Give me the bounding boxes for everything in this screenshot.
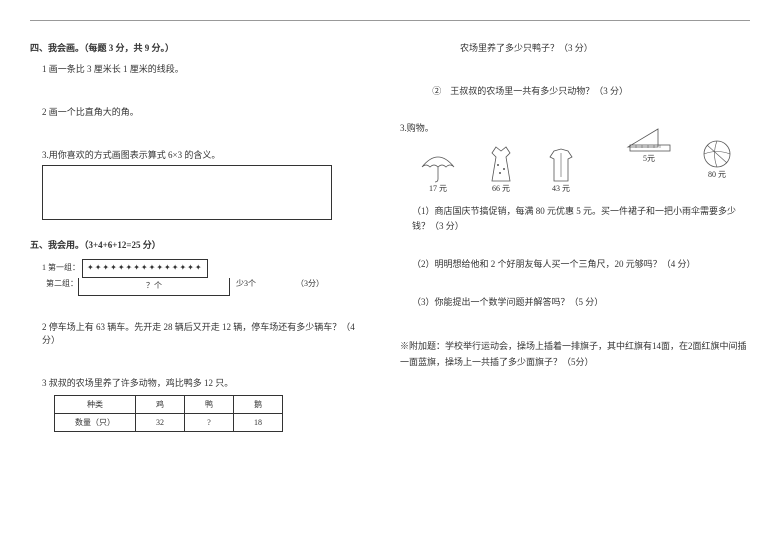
- s5-q2: 2 停车场上有 63 辆车。先开走 28 辆后又开走 12 辆，停车场还有多少辆…: [42, 320, 370, 346]
- th-goose: 鹅: [234, 395, 283, 413]
- ruler-icon: [626, 113, 672, 153]
- th-chicken: 鸡: [136, 395, 185, 413]
- item-ruler: 5元: [626, 113, 672, 166]
- td-goose: 18: [234, 413, 283, 431]
- q-total-text: ② 王叔叔的农场里一共有多少只动物？（3 分）: [432, 86, 628, 96]
- stars: ✦✦✦✦✦✦✦✦✦✦✦✦✦✦✦: [87, 263, 203, 272]
- td-label: 数量（只）: [55, 413, 136, 431]
- star-row-1: 1 第一组： ✦✦✦✦✦✦✦✦✦✦✦✦✦✦✦: [42, 259, 370, 278]
- td-chicken: 32: [136, 413, 185, 431]
- left-column: 四、我会画。（每题 3 分，共 9 分。） 1 画一条比 3 厘米长 1 厘米的…: [30, 41, 370, 446]
- s4-q2: 2 画一个比直角大的角。: [42, 105, 370, 118]
- table-header-row: 种类 鸡 鸭 鹅: [55, 395, 283, 413]
- section-5-title: 五、我会用。（3+4+6+12=25 分）: [30, 238, 370, 251]
- s4-q3-text: 3.用你喜欢的方式画图表示算式 6×3 的含义。: [42, 150, 220, 160]
- less-label: 少3个: [236, 278, 256, 291]
- th-duck: 鸭: [185, 395, 234, 413]
- top-rule: [30, 20, 750, 21]
- s5-q3-intro: 3 叔叔的农场里养了许多动物，鸡比鸭多 12 只。: [42, 378, 233, 388]
- s5-q3: 3 叔叔的农场里养了许多动物，鸡比鸭多 12 只。 种类 鸡 鸭 鹅 数量（只）…: [42, 376, 370, 432]
- drawing-box: [42, 165, 332, 220]
- basketball-icon: [702, 129, 732, 169]
- clothes-icon: [546, 143, 576, 183]
- umbrella-icon: [420, 143, 456, 183]
- th-kind: 种类: [55, 395, 136, 413]
- item-dress: 66 元: [486, 143, 516, 196]
- bonus-question: ※附加题：学校举行运动会，操场上插着一排旗子，其中红旗有14面，在2面红旗中间插…: [400, 338, 750, 370]
- section-4-title: 四、我会画。（每题 3 分，共 9 分。）: [30, 41, 370, 54]
- shop-sq3: （3）你能提出一个数学问题并解答吗？（5 分）: [412, 295, 750, 309]
- shopping-items: 17 元 66 元: [420, 143, 750, 196]
- shop-sq2: （2）明明想给他和 2 个好朋友每人买一个三角尺，20 元够吗？（4 分）: [412, 257, 750, 271]
- item-ball: 80 元: [702, 129, 732, 182]
- right-column: 农场里养了多少只鸭子？（3 分） ② 王叔叔的农场里一共有多少只动物？（3 分）…: [400, 41, 750, 446]
- row1-label: 1 第一组：: [42, 262, 80, 275]
- ball-price: 80 元: [702, 169, 732, 182]
- dress-price: 66 元: [486, 183, 516, 196]
- item-clothes: 43 元: [546, 143, 576, 196]
- shopping-title: 3.购物。: [400, 123, 434, 133]
- dress-icon: [486, 143, 516, 183]
- star-row-2-wrap: 第二组： ？个 少3个 （3分）: [30, 278, 370, 296]
- q1-points: （3分）: [296, 278, 324, 291]
- shop-sq1: （1）商店国庆节搞促销，每满 80 元优惠 5 元。买一件裙子和一把小雨伞需要多…: [412, 204, 750, 233]
- table-data-row: 数量（只） 32 ? 18: [55, 413, 283, 431]
- q-total-animals: ② 王叔叔的农场里一共有多少只动物？（3 分）: [430, 84, 750, 97]
- s4-q3: 3.用你喜欢的方式画图表示算式 6×3 的含义。: [42, 148, 370, 220]
- td-duck: ?: [185, 413, 234, 431]
- shopping-question: 3.购物。 17 元: [400, 121, 750, 310]
- clothes-price: 43 元: [546, 183, 576, 196]
- animal-table: 种类 鸡 鸭 鹅 数量（只） 32 ? 18: [54, 395, 283, 432]
- q-duck: 农场里养了多少只鸭子？（3 分）: [460, 41, 750, 54]
- star-diagram: ✦✦✦✦✦✦✦✦✦✦✦✦✦✦✦: [82, 259, 208, 278]
- item-umbrella: 17 元: [420, 143, 456, 196]
- s4-q1: 1 画一条比 3 厘米长 1 厘米的线段。: [42, 62, 370, 75]
- s5-q1: 1 第一组： ✦✦✦✦✦✦✦✦✦✦✦✦✦✦✦ 第二组： ？个 少3个 （3分）: [30, 259, 370, 296]
- row2-label: 第二组：: [46, 278, 78, 291]
- row2-box: ？个: [78, 278, 230, 296]
- two-column-layout: 四、我会画。（每题 3 分，共 9 分。） 1 画一条比 3 厘米长 1 厘米的…: [30, 41, 750, 446]
- umbrella-price: 17 元: [420, 183, 456, 196]
- ruler-price: 5元: [626, 153, 672, 166]
